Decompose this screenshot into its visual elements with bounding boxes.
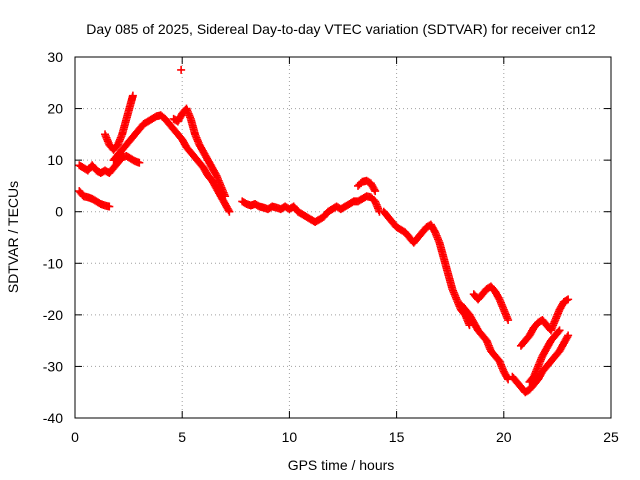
data-point — [371, 187, 380, 196]
data-point — [554, 327, 563, 336]
series-arc-early-low — [75, 187, 114, 211]
data-point — [225, 207, 234, 216]
x-tick-label: 10 — [282, 429, 298, 445]
series-arc-night-rise — [516, 295, 573, 350]
x-tick-label: 0 — [71, 429, 79, 445]
data-points — [75, 65, 573, 397]
series-arc-early-high — [101, 91, 137, 154]
data-point — [177, 65, 186, 74]
data-point — [564, 295, 573, 304]
x-tick-label: 15 — [389, 429, 405, 445]
series-arc-night-low — [508, 331, 573, 397]
series-arc-night-end — [525, 326, 564, 386]
data-point — [128, 91, 137, 100]
y-tick-label: -40 — [43, 410, 63, 426]
data-point — [224, 206, 233, 215]
data-point — [105, 202, 114, 211]
series-arc-early-mid — [75, 152, 144, 178]
chart-title: Day 085 of 2025, Sidereal Day-to-day VTE… — [86, 21, 596, 37]
y-tick-label: -20 — [43, 307, 63, 323]
series-arc-outlier — [177, 65, 186, 74]
y-axis-label: SDTVAR / TECUs — [5, 181, 21, 293]
data-point — [564, 331, 573, 340]
data-point — [504, 316, 513, 325]
y-tick-label: 20 — [47, 101, 63, 117]
y-tick-label: 10 — [47, 152, 63, 168]
data-point — [555, 326, 564, 335]
series-arc-day-second — [169, 104, 230, 201]
y-tick-label: -10 — [43, 255, 63, 271]
tick-labels: 0 5 10 15 20 25 -40 -30 -20 -10 0 10 20 30 — [43, 49, 619, 445]
data-point — [135, 158, 144, 167]
data-point — [370, 185, 379, 194]
plot-frame — [74, 56, 612, 419]
data-point — [563, 333, 572, 342]
series-arc-night-upper — [469, 282, 513, 325]
series-arc-dusk — [379, 207, 474, 330]
y-tick-label: 30 — [47, 49, 63, 65]
x-tick-label: 5 — [178, 429, 186, 445]
x-tick-label: 20 — [496, 429, 512, 445]
data-point — [562, 296, 571, 305]
y-tick-label: -30 — [43, 358, 63, 374]
axis-ticks — [74, 56, 612, 419]
x-axis-label: GPS time / hours — [288, 457, 395, 473]
y-tick-label: 0 — [55, 204, 63, 220]
series-arc-quiet-top — [354, 176, 380, 196]
series-arc-quiet — [238, 192, 384, 227]
data-point — [221, 192, 230, 201]
series-arc-night — [456, 300, 513, 384]
x-tick-label: 25 — [603, 429, 619, 445]
